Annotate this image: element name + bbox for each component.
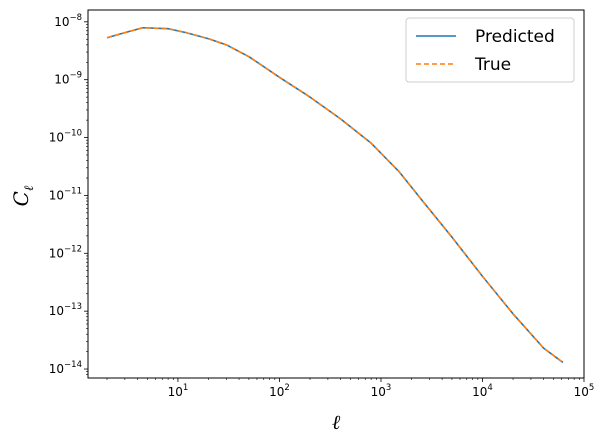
x-tick-label: 101 [168, 383, 189, 399]
y-axis-label-main: C [9, 191, 33, 206]
y-tick-label: 10−8 [54, 13, 82, 29]
y-tick-label: 10−10 [49, 129, 82, 145]
ticks-layer: 101 102 103 104 105 10−14 10−13 10−12 10−11 10−10… [49, 13, 595, 399]
y-tick-label: 10−12 [49, 244, 82, 260]
legend-label-true: True [474, 55, 511, 75]
x-tick-label: 102 [269, 383, 290, 399]
x-tick-label: 105 [574, 383, 595, 399]
plot-frame [87, 9, 585, 379]
legend-label-predicted: Predicted [475, 27, 555, 47]
series-line-true [106, 26, 564, 364]
legend-box [405, 17, 575, 83]
y-axis-label: Cℓ [9, 185, 37, 206]
x-tick-label: 103 [371, 383, 392, 399]
x-axis-label: ℓ [332, 410, 341, 434]
y-tick-label: 10−9 [54, 71, 82, 87]
y-tick-label: 10−13 [49, 302, 82, 318]
y-tick-label: 10−11 [49, 186, 82, 202]
y-axis-label-sub: ℓ [22, 185, 37, 191]
x-tick-label: 104 [472, 383, 493, 399]
y-tick-label: 10−14 [49, 360, 82, 376]
legend: Predicted True [405, 17, 575, 83]
series-layer [106, 26, 564, 364]
